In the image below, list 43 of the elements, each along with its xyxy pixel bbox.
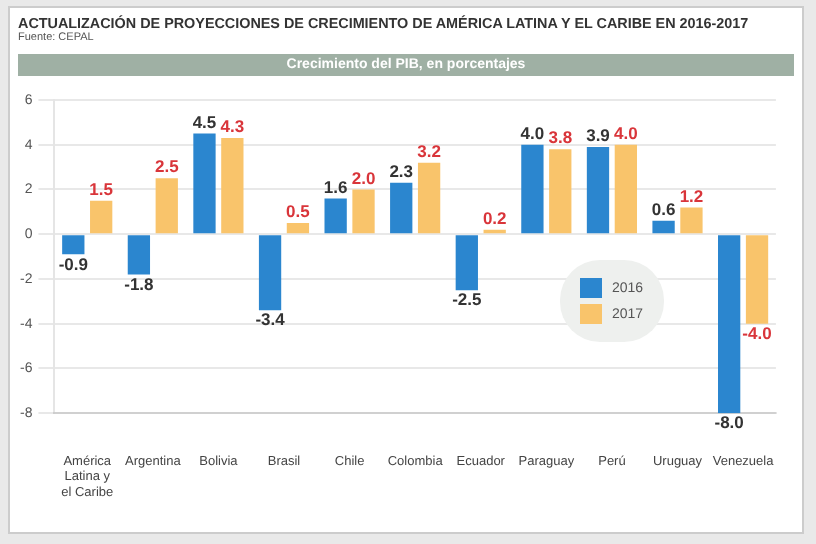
data-label: 1.5 [89, 178, 114, 199]
bar [352, 189, 375, 234]
bar [745, 235, 769, 324]
data-label: 0.6 [651, 198, 676, 219]
data-label: 3.8 [548, 127, 573, 148]
bar [62, 235, 85, 255]
data-label: 2.3 [389, 160, 414, 181]
data-label: -8.0 [714, 412, 745, 433]
data-label: 2.5 [154, 156, 180, 177]
bar [127, 235, 151, 275]
bar [193, 133, 216, 234]
bar [417, 162, 441, 234]
data-label: 1.6 [323, 176, 348, 197]
bar [680, 207, 703, 234]
bar [455, 235, 478, 291]
data-label: -2.5 [452, 289, 482, 310]
data-label: 0.5 [286, 201, 311, 222]
data-label: 4.0 [614, 122, 639, 143]
bar [614, 144, 638, 234]
data-label: 1.2 [679, 185, 704, 206]
bar [521, 144, 544, 234]
data-label: 0.2 [482, 207, 508, 228]
data-label: -0.9 [58, 253, 89, 274]
data-label: 4.0 [520, 122, 545, 143]
data-label: -3.4 [255, 309, 286, 330]
bar [90, 200, 113, 234]
data-label: 3.2 [417, 140, 442, 161]
bar [549, 149, 572, 234]
data-label: -4.0 [742, 322, 773, 343]
data-label: 4.5 [192, 111, 217, 132]
bar [221, 138, 244, 234]
bar [390, 182, 413, 234]
data-label: 3.9 [586, 125, 611, 146]
bar [652, 220, 675, 234]
bar [286, 223, 310, 234]
data-label: 2.0 [351, 167, 376, 188]
data-label: -1.8 [124, 273, 155, 294]
data-label: 4.3 [220, 116, 245, 137]
bar [258, 235, 282, 311]
bar [718, 235, 741, 414]
bar [324, 198, 347, 234]
bar [155, 178, 178, 234]
bar [586, 146, 610, 234]
